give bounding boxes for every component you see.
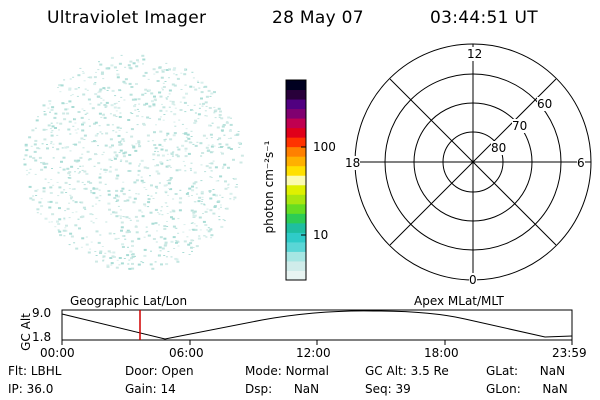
glon-info: GLon: NaN xyxy=(486,382,568,396)
color-bar-segment xyxy=(286,260,306,271)
gain-info: Gain: 14 xyxy=(125,382,176,396)
mode-value: Normal xyxy=(285,364,329,378)
color-bar-segment xyxy=(286,213,306,224)
glat-label: GLat: xyxy=(486,364,519,378)
gain-value: 14 xyxy=(160,382,176,396)
timeline-left-title: Geographic Lat/Lon xyxy=(70,294,188,308)
mlt-label-0: 0 xyxy=(469,273,477,287)
gc-alt-label: GC Alt: xyxy=(365,364,407,378)
uv-image-disk xyxy=(23,54,244,270)
mlt-label-12: 12 xyxy=(467,47,483,61)
timeline-ytick-9: 9.0 xyxy=(32,306,52,320)
filter-value: LBHL xyxy=(30,364,62,378)
gc-alt-value: 3.5 Re xyxy=(410,364,449,378)
timeline-right-title: Apex MLat/MLT xyxy=(414,294,504,308)
color-bar-segment xyxy=(286,241,306,252)
glat-value: NaN xyxy=(539,364,566,378)
door-value: Open xyxy=(161,364,194,378)
color-bar-segment xyxy=(286,222,306,233)
color-bar-segment xyxy=(286,165,306,176)
color-bar-unit-label: photon cm⁻²s⁻¹ xyxy=(262,140,276,234)
color-bar-segment xyxy=(286,203,306,214)
timeline-ylabel: GC Alt xyxy=(19,313,33,351)
timeline-xtick-0600: 06:00 xyxy=(169,346,204,360)
mlt-label-6: 6 xyxy=(577,156,585,170)
instrument-title: Ultraviolet Imager xyxy=(47,8,207,28)
color-bar-segment xyxy=(286,194,306,205)
glon-label: GLon: xyxy=(486,382,521,396)
glat-info: GLat: NaN xyxy=(486,364,565,378)
meridian-diag-2 xyxy=(389,78,557,246)
gain-label: Gain: xyxy=(125,382,157,396)
dsp-label: Dsp: xyxy=(245,382,273,396)
timeline-xtick-0000: 00:00 xyxy=(40,346,75,360)
mode-label: Mode: xyxy=(245,364,282,378)
color-bar-segment xyxy=(286,251,306,262)
color-bar-segment xyxy=(286,184,306,195)
color-bar-segment xyxy=(286,99,306,110)
color-bar-segment xyxy=(286,175,306,186)
lat-label-60: 60 xyxy=(537,97,553,111)
ip-value: 36.0 xyxy=(26,382,54,396)
door-info: Door: Open xyxy=(125,364,194,378)
color-bar-segment xyxy=(286,127,306,138)
color-bar-segment xyxy=(286,80,306,91)
dsp-value: NaN xyxy=(293,382,320,396)
color-bar-segment xyxy=(286,108,306,119)
color-bar-segment xyxy=(286,232,306,243)
polar-plot xyxy=(354,43,592,281)
ip-label: IP: xyxy=(8,382,23,396)
door-label: Door: xyxy=(125,364,158,378)
timeline-xtick-2359: 23:59 xyxy=(552,346,587,360)
date-label: 28 May 07 xyxy=(272,8,364,28)
timeline-xtick-1200: 12:00 xyxy=(296,346,331,360)
timeline-frame xyxy=(61,309,573,341)
seq-label: Seq: xyxy=(365,382,392,396)
filter-label: Flt: xyxy=(8,364,27,378)
color-bar-segment xyxy=(286,270,306,281)
mode-info: Mode: Normal xyxy=(245,364,329,378)
dsp-info: Dsp: NaN xyxy=(245,382,319,396)
glon-value: NaN xyxy=(542,382,568,396)
seq-info: Seq: 39 xyxy=(365,382,411,396)
color-bar-segment xyxy=(286,89,306,100)
color-bar-label-10: 10 xyxy=(313,228,329,242)
filter-info: Flt: LBHL xyxy=(8,364,61,378)
altitude-curve xyxy=(61,310,573,340)
color-bar-segment xyxy=(286,137,306,148)
timeline-ytick-1-8: 1.8 xyxy=(32,330,52,344)
color-bar-segment xyxy=(286,118,306,129)
color-bar-segment xyxy=(286,156,306,167)
time-label: 03:44:51 UT xyxy=(430,8,538,28)
color-bar-segment xyxy=(286,146,306,157)
gc-alt-info: GC Alt: 3.5 Re xyxy=(365,364,449,378)
lat-label-80: 80 xyxy=(491,141,507,155)
seq-value: 39 xyxy=(395,382,411,396)
color-bar xyxy=(286,80,306,281)
mlt-label-18: 18 xyxy=(345,156,361,170)
lat-label-70: 70 xyxy=(512,119,528,133)
color-bar-label-100: 100 xyxy=(313,140,336,154)
timeline-xtick-1800: 18:00 xyxy=(424,346,459,360)
color-bar-frame xyxy=(285,79,307,281)
ip-info: IP: 36.0 xyxy=(8,382,53,396)
